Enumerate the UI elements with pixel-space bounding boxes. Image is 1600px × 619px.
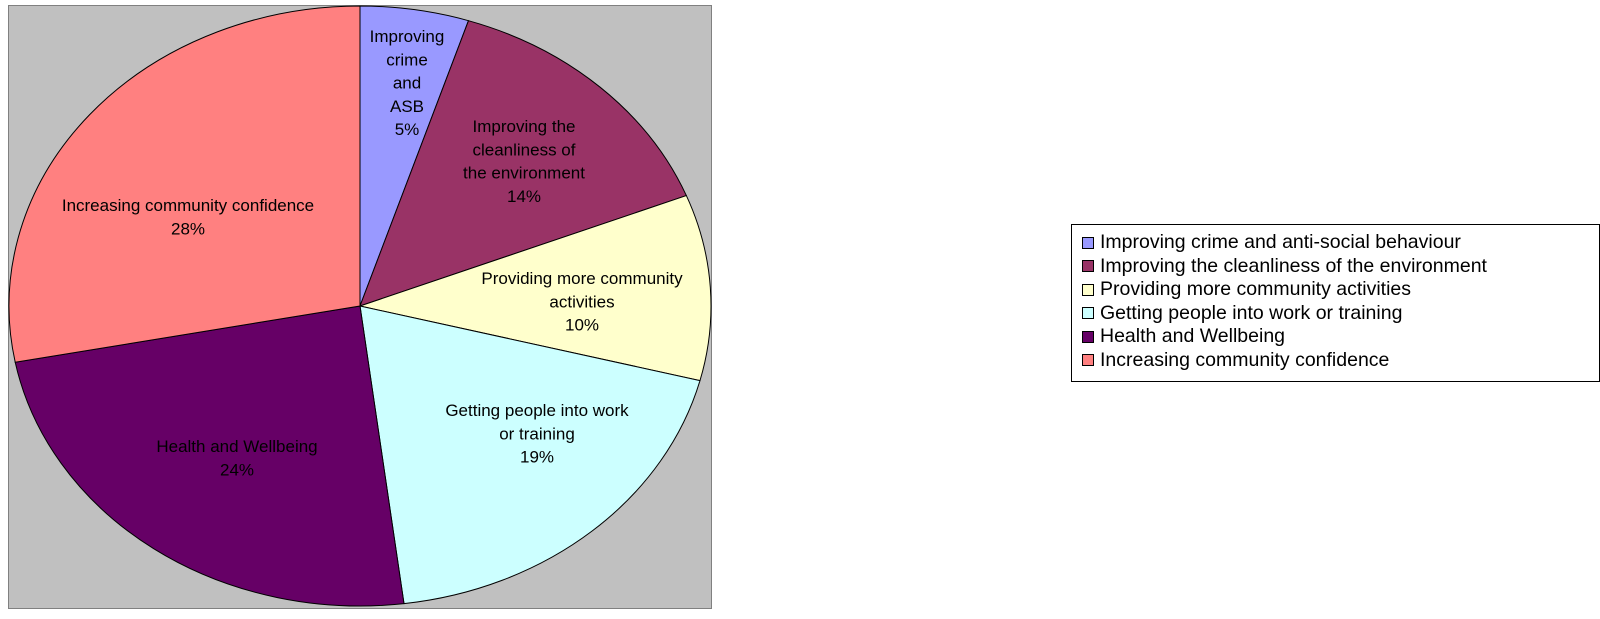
- slice-label-3: Providing more community activities 10%: [481, 269, 683, 335]
- legend: Improving crime and anti-social behaviou…: [1071, 224, 1600, 382]
- legend-label: Improving crime and anti-social behaviou…: [1100, 231, 1461, 254]
- legend-item: Improving the cleanliness of the environ…: [1082, 255, 1599, 279]
- pie-slice-2: [359, 20, 688, 307]
- legend-item: Providing more community activities: [1082, 278, 1599, 302]
- legend-swatch: [1082, 330, 1094, 343]
- pie-labels: Improving crime and ASB 5% Improving the clean…: [62, 27, 683, 479]
- legend-swatch: [1082, 354, 1094, 367]
- legend-item: Improving crime and anti-social behaviou…: [1082, 231, 1599, 255]
- legend-label: Increasing community confidence: [1100, 348, 1390, 371]
- legend-item: Health and Wellbeing: [1082, 325, 1599, 349]
- slice-label-1: Improving crime and ASB 5%: [370, 27, 445, 139]
- pie-slice-5: [14, 305, 405, 607]
- legend-swatch: [1082, 283, 1094, 296]
- slice-label-6: Increasing community confidence 28%: [62, 196, 314, 238]
- legend-item: Getting people into work or training: [1082, 302, 1599, 326]
- legend-item: Increasing community confidence: [1082, 349, 1599, 373]
- legend-swatch: [1082, 260, 1094, 273]
- legend-swatch: [1082, 307, 1094, 320]
- legend-label: Improving the cleanliness of the environ…: [1100, 254, 1487, 277]
- legend-label: Health and Wellbeing: [1100, 325, 1286, 348]
- slice-label-2: Improving the cleanliness of the environme…: [463, 117, 585, 206]
- pie-slice-6: [8, 5, 361, 363]
- slice-label-4: Getting people into work or training 19%: [445, 401, 629, 467]
- slice-label-5: Health and Wellbeing 24%: [156, 437, 317, 479]
- pie-slice-3: [358, 194, 712, 382]
- legend-swatch: [1082, 236, 1094, 249]
- pie-slices: [8, 5, 712, 607]
- pie-slice-4: [359, 305, 701, 605]
- legend-label: Getting people into work or training: [1100, 301, 1403, 324]
- legend-label: Providing more community activities: [1100, 278, 1412, 301]
